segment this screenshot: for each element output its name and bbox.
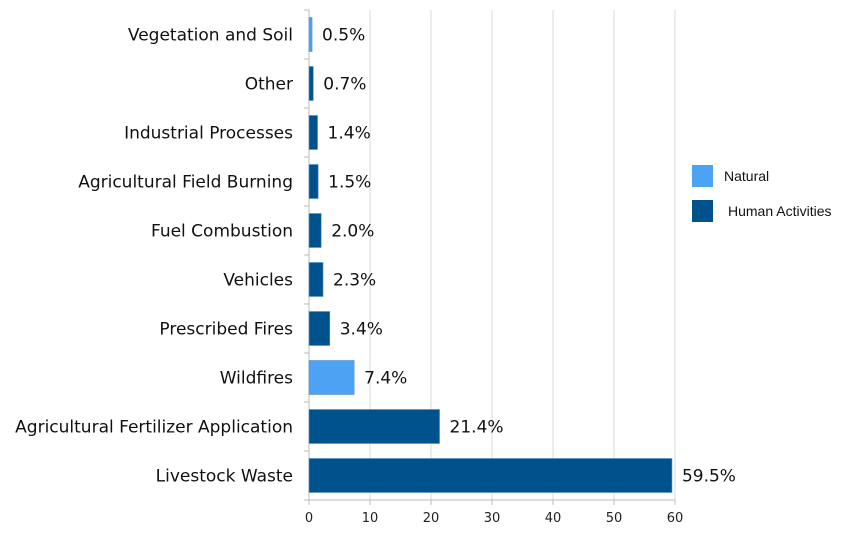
data-label: 21.4% <box>450 418 504 438</box>
data-label: 1.4% <box>328 124 371 144</box>
data-label: 0.7% <box>323 75 366 95</box>
x-tick-label: 0 <box>305 511 313 526</box>
data-label: 7.4% <box>364 369 407 389</box>
category-label: Fuel Combustion <box>151 222 293 242</box>
bar <box>308 458 673 493</box>
data-label: 0.5% <box>322 26 365 46</box>
category-label: Other <box>245 75 293 95</box>
bar <box>308 66 314 101</box>
legend-label: Natural <box>724 168 769 184</box>
x-tick-label: 60 <box>667 511 684 526</box>
bar <box>308 409 440 444</box>
legend-label: Human Activities <box>728 203 831 219</box>
data-label: 1.5% <box>328 173 371 193</box>
bar <box>308 115 318 150</box>
bar <box>308 311 331 346</box>
x-tick-label: 10 <box>362 511 379 526</box>
category-label: Vehicles <box>223 271 293 291</box>
bar <box>308 213 322 248</box>
x-tick-label: 40 <box>545 511 562 526</box>
category-label: Agricultural Field Burning <box>78 173 293 193</box>
x-tick-label: 20 <box>423 511 440 526</box>
legend-swatch <box>692 200 713 222</box>
category-label: Agricultural Fertilizer Application <box>15 418 293 438</box>
data-label: 2.0% <box>331 222 374 242</box>
category-label: Prescribed Fires <box>159 320 293 340</box>
bar <box>308 262 324 297</box>
bar <box>308 17 313 52</box>
bar <box>308 360 355 395</box>
data-label: 59.5% <box>682 467 736 487</box>
x-tick-label: 30 <box>484 511 501 526</box>
category-label: Wildfires <box>220 369 293 389</box>
category-label: Livestock Waste <box>156 467 293 487</box>
bar <box>308 164 319 199</box>
x-tick-label: 50 <box>606 511 623 526</box>
category-label: Vegetation and Soil <box>128 26 293 46</box>
data-label: 3.4% <box>340 320 383 340</box>
category-label: Industrial Processes <box>124 124 293 144</box>
data-label: 2.3% <box>333 271 376 291</box>
legend-swatch <box>692 165 713 187</box>
